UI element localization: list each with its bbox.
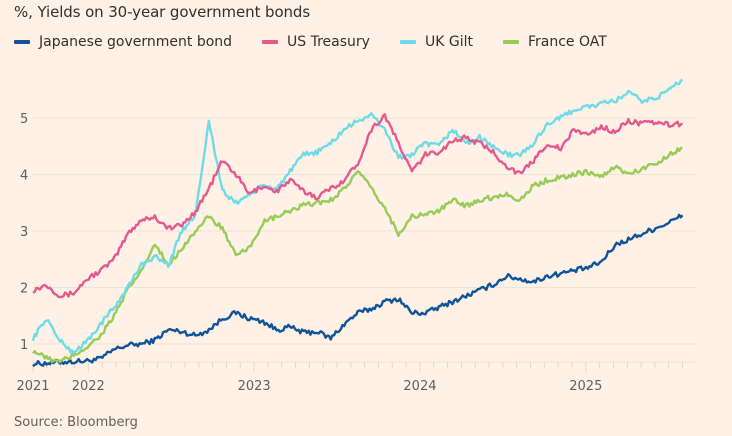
x-tick-label: 2022 (72, 379, 105, 394)
legend-item-us-treasury: US Treasury (262, 34, 370, 50)
x-tick-label: 2023 (238, 379, 271, 394)
legend-label-france-oat: France OAT (527, 34, 607, 50)
series-line-us-treasury (32, 113, 683, 299)
series-lines (31, 78, 684, 368)
series-line-japanese-government-bond (32, 213, 684, 368)
legend-swatch-jgb (14, 40, 30, 44)
y-axis: 1 2 3 4 5 (20, 112, 28, 353)
legend-item-jgb: Japanese government bond (14, 34, 232, 50)
legend-item-france-oat: France OAT (502, 34, 607, 50)
source-note: Source: Bloomberg (14, 415, 138, 430)
series-line-uk-gilt (31, 78, 684, 355)
legend-label-jgb: Japanese government bond (39, 34, 233, 50)
legend-item-uk-gilt: UK Gilt (399, 34, 473, 50)
x-axis: 2021 2022 2023 2024 2025 (16, 361, 697, 394)
chart-title: %, Yields on 30-year government bonds (14, 3, 311, 21)
legend-label-uk-gilt: UK Gilt (424, 34, 473, 50)
legend-label-us-treasury: US Treasury (287, 34, 370, 50)
x-tick-label: 2025 (569, 379, 602, 394)
series-line-france-oat (32, 146, 683, 364)
legend-swatch-france-oat (502, 40, 519, 44)
x-tick-label: 2021 (16, 379, 49, 394)
y-tick-label: 5 (20, 112, 28, 127)
y-tick-label: 2 (20, 282, 28, 297)
y-tick-label: 3 (20, 225, 28, 240)
legend: Japanese government bond US Treasury UK … (14, 34, 637, 50)
y-tick-label: 4 (20, 169, 28, 184)
legend-swatch-us-treasury (262, 40, 279, 44)
x-tick-label: 2024 (403, 379, 436, 394)
legend-swatch-uk-gilt (399, 40, 416, 44)
y-tick-label: 1 (20, 338, 28, 353)
